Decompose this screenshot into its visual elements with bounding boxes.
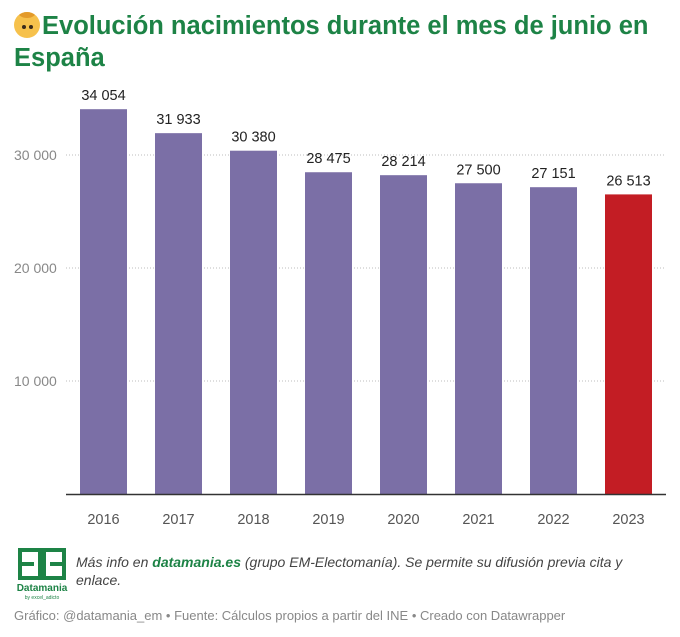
bar-value-label: 34 054 xyxy=(81,88,125,104)
baby-face-icon xyxy=(14,12,40,38)
info-note: Más info en datamania.es (grupo EM-Elect… xyxy=(76,553,646,589)
bar-2020 xyxy=(380,175,427,494)
datamania-logo: Datamania by excel_adicto xyxy=(14,548,70,606)
bar-2019 xyxy=(305,172,352,495)
bar-value-label: 27 151 xyxy=(531,166,575,182)
x-tick-label: 2016 xyxy=(87,512,119,528)
bar-2016 xyxy=(80,109,127,494)
bar-value-label: 28 475 xyxy=(306,151,350,167)
x-tick-label: 2021 xyxy=(462,512,494,528)
bar-2022 xyxy=(530,187,577,494)
bar-value-label: 28 214 xyxy=(381,154,425,170)
x-tick-label: 2017 xyxy=(162,512,194,528)
datamania-link[interactable]: datamania.es xyxy=(152,554,241,570)
bar-value-label: 31 933 xyxy=(156,112,200,128)
bar-2017 xyxy=(155,133,202,494)
bar-2018 xyxy=(230,150,277,494)
x-tick-label: 2020 xyxy=(387,512,419,528)
bar-2021 xyxy=(455,183,502,494)
x-tick-label: 2018 xyxy=(237,512,269,528)
y-tick-label: 20 000 xyxy=(14,260,57,276)
bar-value-label: 27 500 xyxy=(456,162,500,178)
bar-chart: 10 000 20 000 30 000 34 054 2016 31 933 2017 30… xyxy=(14,88,666,528)
x-tick-label: 2019 xyxy=(312,512,344,528)
bar-2023 xyxy=(605,194,652,494)
bar-value-label: 30 380 xyxy=(231,130,275,146)
y-tick-label: 30 000 xyxy=(14,147,57,163)
bar-value-label: 26 513 xyxy=(606,173,650,189)
logo-subtitle: by excel_adicto xyxy=(24,595,60,601)
y-tick-label: 10 000 xyxy=(14,373,57,389)
chart-title: Evolución nacimientos durante el mes de … xyxy=(14,10,674,74)
note-suffix: (grupo EM-Electomanía). Se permite su di… xyxy=(76,554,623,588)
logo-name: Datamania xyxy=(16,583,68,594)
datamania-logo-icon xyxy=(18,548,66,580)
footer-credits: Gráfico: @datamania_em • Fuente: Cálculo… xyxy=(14,608,566,623)
chart-title-text: Evolución nacimientos durante el mes de … xyxy=(14,12,649,72)
x-tick-label: 2022 xyxy=(537,512,569,528)
x-tick-label: 2023 xyxy=(612,512,644,528)
note-prefix: Más info en xyxy=(76,554,153,570)
